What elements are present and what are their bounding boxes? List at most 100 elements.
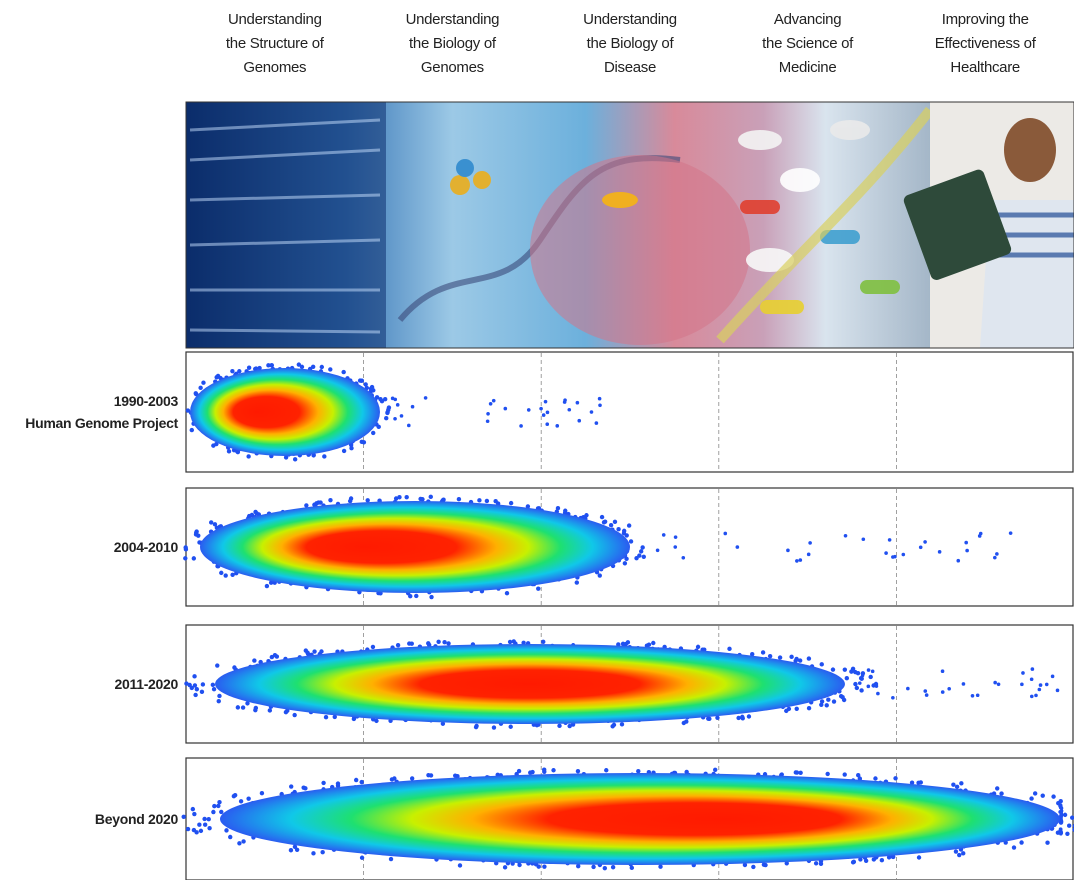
scatter-dot <box>354 778 358 782</box>
scatter-dot <box>328 367 332 371</box>
scatter-dot <box>424 396 428 400</box>
scatter-dot <box>477 498 481 502</box>
scatter-dot <box>674 535 678 539</box>
scatter-dot <box>859 688 863 692</box>
scatter-dot <box>819 703 823 707</box>
scatter-dot <box>321 781 325 785</box>
scatter-dot <box>893 555 897 559</box>
scatter-dot <box>861 674 865 678</box>
scatter-dot <box>396 643 400 647</box>
scatter-dot <box>219 810 223 814</box>
scatter-dot <box>458 863 462 867</box>
scatter-dot <box>217 694 221 698</box>
scatter-dot <box>407 424 411 428</box>
scatter-dot <box>799 558 803 562</box>
scatter-dot <box>546 411 550 415</box>
scatter-dot <box>293 457 297 461</box>
scatter-dot <box>925 693 929 697</box>
column-header-line: Improving the <box>942 11 1029 28</box>
scatter-dot <box>1059 827 1063 831</box>
scatter-dot <box>360 780 364 784</box>
scatter-dot <box>681 556 685 560</box>
scatter-dot <box>902 553 906 557</box>
scatter-dot <box>183 556 187 560</box>
column-header-line: Healthcare <box>950 59 1020 76</box>
scatter-dot <box>611 865 615 869</box>
scatter-dot <box>241 839 245 843</box>
scatter-dot <box>246 454 250 458</box>
scatter-dot <box>844 534 848 538</box>
scatter-dot <box>509 725 513 729</box>
scatter-dot <box>1067 824 1071 828</box>
scatter-dot <box>192 556 196 560</box>
scatter-dot <box>190 428 194 432</box>
scatter-dot <box>919 545 923 549</box>
scatter-dot <box>956 559 960 563</box>
scatter-dot <box>639 549 643 553</box>
scatter-dot <box>289 784 293 788</box>
scatter-dot <box>215 663 219 667</box>
scatter-dot <box>624 557 628 561</box>
scatter-dot <box>410 776 414 780</box>
scatter-dot <box>595 421 599 425</box>
scatter-dot <box>1030 695 1034 699</box>
scatter-dot <box>311 851 315 855</box>
scatter-dot <box>1031 667 1035 671</box>
scatter-dot <box>429 595 433 599</box>
scatter-dot <box>509 501 513 505</box>
row-label: 2011-2020 <box>115 676 179 692</box>
scatter-dot <box>938 550 942 554</box>
scatter-dot <box>542 864 546 868</box>
scatter-dot <box>630 866 634 870</box>
scatter-dot <box>191 807 195 811</box>
scatter-dot <box>194 530 198 534</box>
scatter-dot <box>761 650 765 654</box>
row-label: Human Genome Project <box>25 415 178 431</box>
scatter-dot <box>1051 794 1055 798</box>
header-image <box>186 102 1074 348</box>
figure: Understandingthe Structure ofGenomesUnde… <box>0 0 1074 880</box>
scatter-dot <box>965 549 969 553</box>
scatter-dot <box>246 796 250 800</box>
scatter-dot <box>492 399 496 403</box>
scatter-dot <box>190 686 194 690</box>
scatter-dot <box>747 714 751 718</box>
scatter-dot <box>360 856 364 860</box>
scatter-dot <box>651 641 655 645</box>
scatter-dot <box>684 719 688 723</box>
scatter-dot <box>576 769 580 773</box>
scatter-dot <box>383 397 387 401</box>
scatter-dot <box>392 776 396 780</box>
scatter-dot <box>768 654 772 658</box>
scatter-dot <box>867 668 871 672</box>
scatter-dot <box>211 683 215 687</box>
scatter-dot <box>349 496 353 500</box>
scatter-dot <box>620 722 624 726</box>
scatter-dot <box>576 864 580 868</box>
scatter-dot <box>888 538 892 542</box>
column-header-line: Genomes <box>243 59 306 76</box>
scatter-dot <box>211 443 215 447</box>
scatter-dot <box>414 594 418 598</box>
scatter-dot <box>647 642 651 646</box>
scatter-dot <box>292 713 296 717</box>
scatter-dot <box>493 499 497 503</box>
scatter-dot <box>880 858 884 862</box>
scatter-dot <box>616 527 620 531</box>
scatter-dot <box>503 865 507 869</box>
scatter-dot <box>831 667 835 671</box>
scatter-dot <box>400 414 404 418</box>
scatter-dot <box>713 768 717 772</box>
scatter-dot <box>951 782 955 786</box>
scatter-dot <box>964 541 968 545</box>
scatter-dot <box>195 687 199 691</box>
scatter-dot <box>239 799 243 803</box>
page: {"columns": [ {"lines": ["Understanding"… <box>0 0 1074 880</box>
scatter-dot <box>186 827 190 831</box>
scatter-dot <box>736 545 740 549</box>
scatter-dot <box>486 412 490 416</box>
scatter-dot <box>181 815 185 819</box>
scatter-dot <box>807 656 811 660</box>
scatter-dot <box>199 829 203 833</box>
column-header-line: Disease <box>604 59 656 76</box>
